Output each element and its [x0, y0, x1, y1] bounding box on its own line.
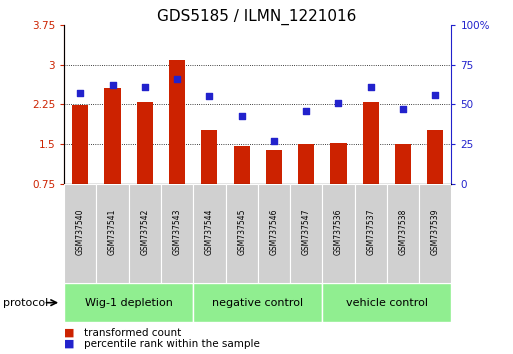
Bar	[395, 144, 411, 184]
Text: GSM737538: GSM737538	[399, 209, 407, 255]
Bar	[193, 283, 322, 322]
Bar	[193, 184, 226, 283]
Text: Wig-1 depletion: Wig-1 depletion	[85, 298, 172, 308]
Text: GSM737545: GSM737545	[237, 209, 246, 255]
Text: GSM737544: GSM737544	[205, 209, 214, 255]
Point	[399, 106, 407, 112]
Text: GSM737542: GSM737542	[141, 209, 149, 255]
Bar	[169, 60, 185, 184]
Text: protocol: protocol	[3, 298, 48, 308]
Point	[334, 100, 343, 105]
Text: GSM737546: GSM737546	[269, 209, 279, 255]
Bar	[201, 130, 218, 184]
Bar	[266, 149, 282, 184]
Bar	[64, 184, 96, 283]
Text: GSM737539: GSM737539	[431, 209, 440, 255]
Text: percentile rank within the sample: percentile rank within the sample	[84, 339, 260, 349]
Bar	[258, 184, 290, 283]
Bar	[137, 102, 153, 184]
Text: ■: ■	[64, 339, 74, 349]
Text: GSM737547: GSM737547	[302, 209, 311, 255]
Bar	[161, 184, 193, 283]
Point	[431, 92, 440, 98]
Point	[238, 113, 246, 118]
Text: GSM737536: GSM737536	[334, 209, 343, 255]
Text: GSM737541: GSM737541	[108, 209, 117, 255]
Bar	[419, 184, 451, 283]
Bar	[105, 88, 121, 184]
Text: negative control: negative control	[212, 298, 303, 308]
Text: vehicle control: vehicle control	[346, 298, 428, 308]
Bar	[363, 102, 379, 184]
Text: transformed count: transformed count	[84, 328, 181, 338]
Point	[270, 138, 278, 144]
Bar	[72, 105, 88, 184]
Point	[205, 93, 213, 99]
Point	[108, 82, 116, 88]
Bar	[298, 144, 314, 184]
Bar	[387, 184, 419, 283]
Point	[173, 76, 181, 82]
Point	[141, 84, 149, 90]
Text: ■: ■	[64, 328, 74, 338]
Text: GDS5185 / ILMN_1221016: GDS5185 / ILMN_1221016	[157, 9, 356, 25]
Bar	[322, 184, 354, 283]
Point	[76, 90, 84, 96]
Text: GSM737543: GSM737543	[172, 209, 182, 255]
Bar	[354, 184, 387, 283]
Bar	[233, 146, 250, 184]
Bar	[64, 283, 193, 322]
Text: GSM737540: GSM737540	[76, 209, 85, 255]
Bar	[226, 184, 258, 283]
Bar	[330, 143, 347, 184]
Point	[367, 84, 375, 90]
Bar	[290, 184, 322, 283]
Bar	[129, 184, 161, 283]
Bar	[322, 283, 451, 322]
Point	[302, 108, 310, 114]
Bar	[96, 184, 129, 283]
Text: GSM737537: GSM737537	[366, 209, 375, 255]
Bar	[427, 130, 443, 184]
